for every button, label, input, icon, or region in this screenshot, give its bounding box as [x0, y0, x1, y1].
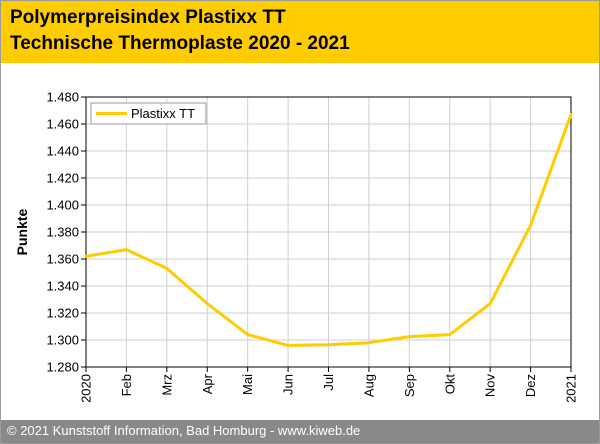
y-tick-label: 1.320	[46, 306, 79, 321]
x-tick-label: Apr	[200, 373, 215, 394]
chart-subtitle: Technische Thermoplaste 2020 - 2021	[10, 33, 350, 54]
data-point	[367, 341, 371, 344]
x-tick-label: Sep	[402, 374, 417, 397]
x-tick-label: Feb	[119, 374, 134, 396]
x-tick-label: Nov	[483, 374, 498, 398]
plot-border	[85, 96, 572, 368]
x-tick-label: Aug	[361, 374, 376, 397]
chart-header: Polymerpreisindex Plastixx TT Technische…	[1, 1, 599, 63]
data-point	[408, 335, 411, 338]
x-tick-label: Mai	[240, 374, 255, 395]
y-tick-label: 1.360	[46, 252, 79, 267]
data-point	[125, 248, 128, 251]
y-tick-label: 1.480	[46, 90, 79, 105]
chart-title: Polymerpreisindex Plastixx TT	[10, 7, 286, 28]
x-tick-label: 2021	[564, 374, 579, 403]
y-tick-label: 1.380	[46, 225, 79, 240]
y-tick-label: 1.280	[46, 360, 79, 375]
data-point	[529, 224, 532, 227]
x-tick-label: Mrz	[159, 374, 174, 396]
x-tick-label: 2020	[79, 374, 94, 403]
y-tick-label: 1.340	[46, 279, 79, 294]
x-tick-label: Okt	[442, 374, 457, 395]
y-tick-label: 1.440	[46, 144, 79, 159]
line-chart: 1.280 1.300 1.320 1.340 1.360 1.380 1.400 1.420…	[14, 90, 579, 403]
copyright-text: © 2021 Kunststoff Information, Bad Hombu…	[7, 423, 361, 438]
x-tick-label: Dez	[523, 374, 538, 397]
data-point	[448, 333, 451, 336]
x-tick-label: Jun	[281, 374, 296, 395]
legend-box	[90, 102, 207, 125]
y-axis-title: Punkte	[14, 208, 30, 255]
legend-label: Plastixx TT	[131, 106, 195, 121]
copyright-footer: © 2021 Kunststoff Information, Bad Hombu…	[1, 420, 599, 443]
y-tick-label: 1.400	[46, 198, 79, 213]
data-point	[569, 113, 573, 116]
y-tick-label: 1.460	[46, 117, 79, 132]
y-tick-label: 1.420	[46, 171, 79, 186]
x-tick-label: Jul	[321, 374, 336, 391]
y-tick-label: 1.300	[46, 333, 79, 348]
data-point	[206, 302, 209, 305]
data-point	[327, 343, 330, 346]
data-point	[165, 267, 169, 270]
data-point	[246, 333, 249, 336]
data-point	[84, 255, 88, 258]
data-point	[286, 344, 290, 347]
data-point	[488, 302, 492, 305]
